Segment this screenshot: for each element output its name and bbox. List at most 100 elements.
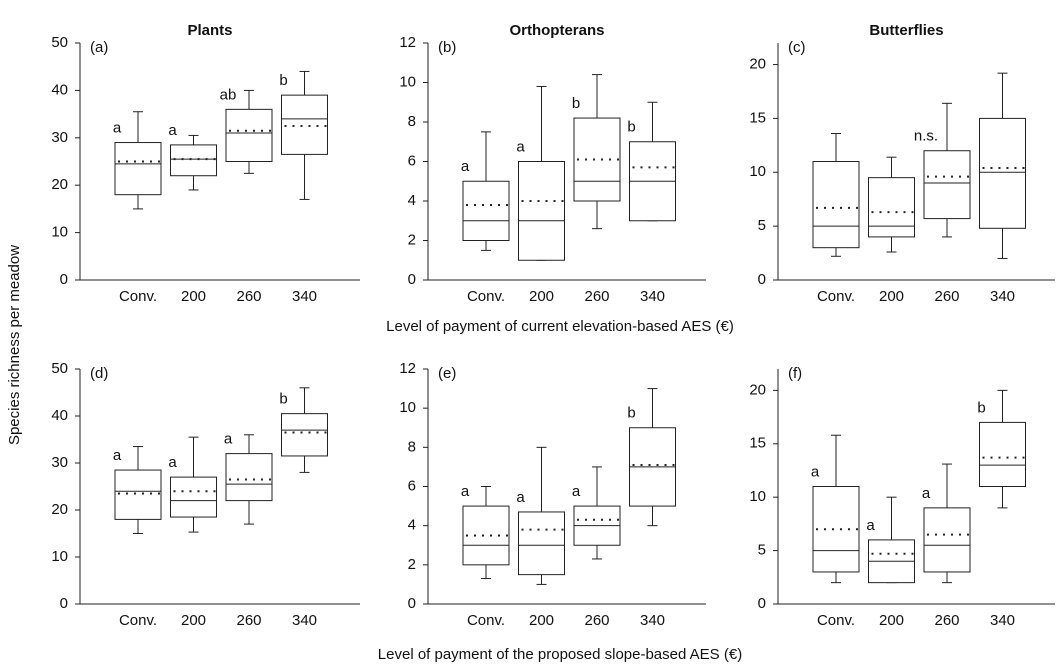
x-tick-label: 200 [181,612,206,629]
panel-label: (f) [788,365,802,382]
box [813,487,859,572]
y-tick-label: 6 [408,477,416,494]
y-tick-label: 15 [749,109,766,126]
box [980,422,1026,486]
significance-letter: a [811,463,820,480]
y-tick-label: 5 [758,217,766,234]
box [980,118,1026,228]
y-tick-label: 2 [408,556,416,573]
panel-label: (d) [90,365,108,382]
y-tick-label: 0 [60,595,68,612]
y-tick-label: 0 [60,271,68,288]
panel-title: Butterflies [869,22,943,39]
box [463,506,509,565]
significance-letter: a [113,120,122,137]
box [869,178,915,237]
x-axis-label: Level of payment of the proposed slope-b… [378,646,742,663]
significance-letter: n.s. [914,128,938,145]
significance-letter: a [922,485,931,502]
significance-letter: a [516,489,525,506]
y-axis-label: Species richness per meadow [6,245,23,445]
box [226,109,272,161]
y-tick-label: 8 [408,113,416,130]
panel-title: Plants [187,22,232,39]
x-tick-label: 260 [236,612,261,629]
significance-letter: a [461,483,470,500]
y-tick-label: 0 [408,595,416,612]
y-tick-label: 2 [408,231,416,248]
x-tick-label: 260 [584,288,609,305]
box [115,143,161,195]
panel-label: (a) [90,39,108,56]
box [574,118,620,201]
significance-letter: ab [220,86,237,103]
x-tick-label: 200 [181,288,206,305]
y-tick-label: 4 [408,517,416,534]
x-tick-label: Conv. [119,288,157,305]
panel-label: (b) [438,39,456,56]
y-tick-label: 10 [399,73,416,90]
y-tick-label: 20 [749,56,766,73]
box [115,470,161,519]
y-tick-label: 50 [51,360,68,377]
significance-letter: a [866,517,875,534]
panel-title: Orthopterans [509,22,604,39]
x-tick-label: 200 [529,288,554,305]
x-tick-label: 260 [236,288,261,305]
y-tick-label: 10 [749,163,766,180]
x-tick-label: 200 [529,612,554,629]
significance-letter: a [461,158,470,175]
y-tick-label: 5 [758,542,766,559]
y-tick-label: 20 [51,501,68,518]
y-tick-label: 10 [51,224,68,241]
y-tick-label: 10 [51,548,68,565]
box [171,477,217,517]
y-tick-label: 10 [749,488,766,505]
box [813,162,859,248]
x-tick-label: 340 [292,288,317,305]
y-tick-label: 30 [51,129,68,146]
y-tick-label: 12 [399,360,416,377]
x-tick-label: 340 [640,612,665,629]
y-tick-label: 15 [749,435,766,452]
x-tick-label: Conv. [467,288,505,305]
box [282,95,328,154]
y-tick-label: 30 [51,454,68,471]
significance-letter: b [627,119,635,136]
box [519,512,565,575]
x-tick-label: 340 [640,288,665,305]
x-tick-label: 260 [934,288,959,305]
x-tick-label: Conv. [119,612,157,629]
y-tick-label: 8 [408,438,416,455]
box [226,454,272,501]
significance-letter: b [572,95,580,112]
x-axis-label: Level of payment of current elevation-ba… [386,318,734,335]
box [924,508,970,572]
box [519,162,565,261]
box [463,181,509,240]
panel-label: (c) [788,39,806,56]
figure: Species richness per meadow Level of pay… [0,0,1057,666]
x-tick-label: 340 [990,288,1015,305]
box [924,151,970,219]
significance-letter: a [516,138,525,155]
y-tick-label: 40 [51,407,68,424]
significance-letter: b [279,391,287,408]
y-tick-label: 20 [749,381,766,398]
y-tick-label: 20 [51,176,68,193]
x-tick-label: Conv. [817,612,855,629]
y-tick-label: 4 [408,192,416,209]
y-tick-label: 12 [399,34,416,51]
significance-letter: a [113,447,122,464]
y-tick-label: 0 [758,271,766,288]
x-tick-label: Conv. [817,288,855,305]
significance-letter: a [572,483,581,500]
x-tick-label: 200 [879,612,904,629]
x-tick-label: Conv. [467,612,505,629]
significance-letter: b [279,72,287,89]
significance-letter: a [168,122,177,139]
box [171,145,217,176]
y-tick-label: 50 [51,34,68,51]
panel-label: (e) [438,365,456,382]
y-tick-label: 0 [408,271,416,288]
